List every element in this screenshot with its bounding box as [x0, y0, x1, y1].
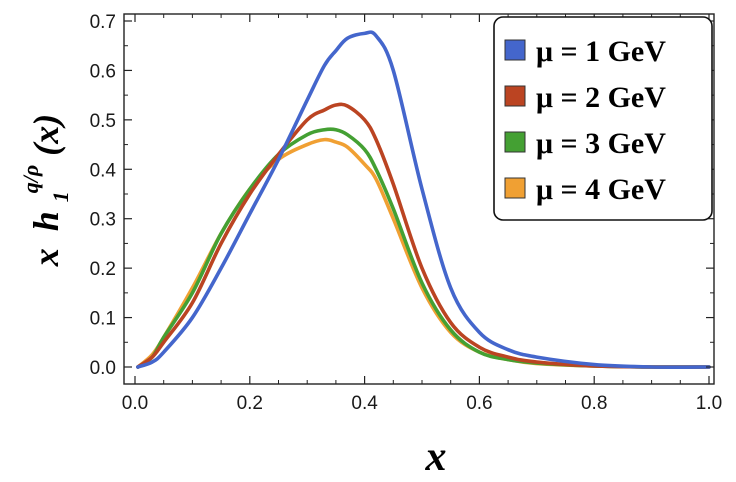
y-axis-title-sub: 1	[48, 191, 73, 202]
plot-frame	[123, 13, 715, 385]
y-tick-label: 0.6	[90, 61, 116, 82]
y-tick-label: 0.0	[90, 358, 116, 379]
y-tick-label: 0.1	[90, 309, 116, 330]
legend-label-2: μ = 2 GeV	[536, 81, 666, 114]
legend: μ = 1 GeV μ = 2 GeV μ = 3 GeV μ = 4 GeV	[493, 16, 713, 221]
x-tick-label: 0.0	[122, 393, 148, 414]
x-tick-label: 0.6	[466, 393, 492, 414]
legend-label-3: μ = 3 GeV	[536, 127, 666, 160]
y-axis-title-arg: (x)	[26, 114, 66, 156]
x-tick-label: 0.8	[581, 393, 607, 414]
y-tick-label: 0.5	[90, 111, 116, 132]
y-axis-title: x h 1 q/ρ (x)	[6, 114, 76, 267]
x-tick-label: 0.2	[237, 393, 263, 414]
legend-swatch-1	[504, 39, 526, 61]
y-tick-label: 0.4	[90, 160, 117, 181]
legend-label-1: μ = 1 GeV	[536, 35, 666, 68]
y-tick-label: 0.3	[90, 210, 116, 231]
series-layer	[136, 30, 711, 369]
legend-box	[493, 16, 713, 221]
x-tick-label: 1.0	[696, 393, 722, 414]
series-line-1	[136, 30, 711, 369]
x-tick-label: 0.4	[351, 393, 378, 414]
y-axis-title-prefix: x	[26, 248, 66, 267]
legend-swatch-4	[504, 177, 526, 199]
y-tick-label: 0.7	[90, 12, 116, 33]
y-axis-title-sup: q/ρ	[18, 165, 43, 193]
axes	[123, 13, 715, 385]
legend-swatch-2	[504, 85, 526, 107]
series-line-2	[136, 102, 711, 369]
legend-label-4: μ = 4 GeV	[536, 173, 666, 206]
y-tick-label: 0.2	[90, 259, 116, 280]
x-axis-title: x	[425, 434, 447, 480]
ticks-layer: 0.0 0.2 0.4 0.6 0.8 1.0 0.0 0.1 0.2 0.3 0.4 0.5 0.6 0…	[90, 12, 723, 414]
y-axis-title-func: h	[26, 211, 66, 231]
legend-swatch-3	[504, 131, 526, 153]
svg-text:x h 1 q/ρ: x h 1 q/ρ (x)	[6, 114, 76, 267]
